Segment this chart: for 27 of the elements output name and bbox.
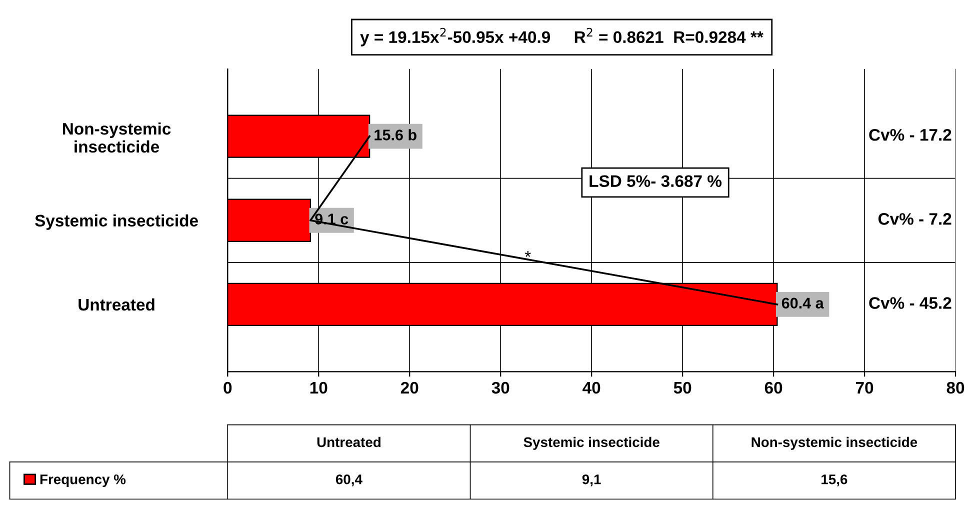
text: 15,6 (822, 474, 848, 486)
annotation: Cv% - 7.2 (878, 213, 952, 225)
x-tick-label: 0 (224, 382, 232, 394)
x-tick-label: 50 (674, 382, 692, 394)
y-tick-label: Systemic insecticide (35, 214, 198, 230)
text: 60,4 (336, 474, 362, 486)
category-label: Systemic insecticide (524, 436, 660, 450)
x-tick-label: 40 (582, 382, 600, 394)
annotation: Cv% - 45.2 (869, 297, 952, 309)
annotation: Cv% - 17.2 (869, 128, 952, 141)
y-tick-label: Non-systemic insecticide (63, 122, 171, 153)
annotation: * (524, 251, 531, 257)
x-tick-label: 20 (400, 382, 418, 394)
x-tick-label: 60 (764, 382, 782, 394)
category-label: Non-systemic insecticide (752, 436, 918, 450)
data-label: 60.4 a (782, 298, 824, 309)
annotation: LSD 5%- 3.687 % (590, 175, 722, 188)
category-label: Untreated (317, 436, 380, 448)
text: 9,1 (582, 474, 601, 486)
x-tick-label: 30 (492, 382, 510, 394)
legend-label: Frequency % (40, 474, 126, 488)
text: y = 19.15x$^{2}$-50.95x +40.9 R$^{2}$ = 0.8621 R=0.9284 ** (360, 28, 764, 46)
x-tick-label: 80 (946, 382, 964, 394)
y-tick-label: Untreated (78, 298, 154, 311)
x-tick-label: 70 (856, 382, 874, 394)
x-tick-label: 10 (310, 382, 328, 394)
data-label: 15.6 b (374, 129, 416, 140)
